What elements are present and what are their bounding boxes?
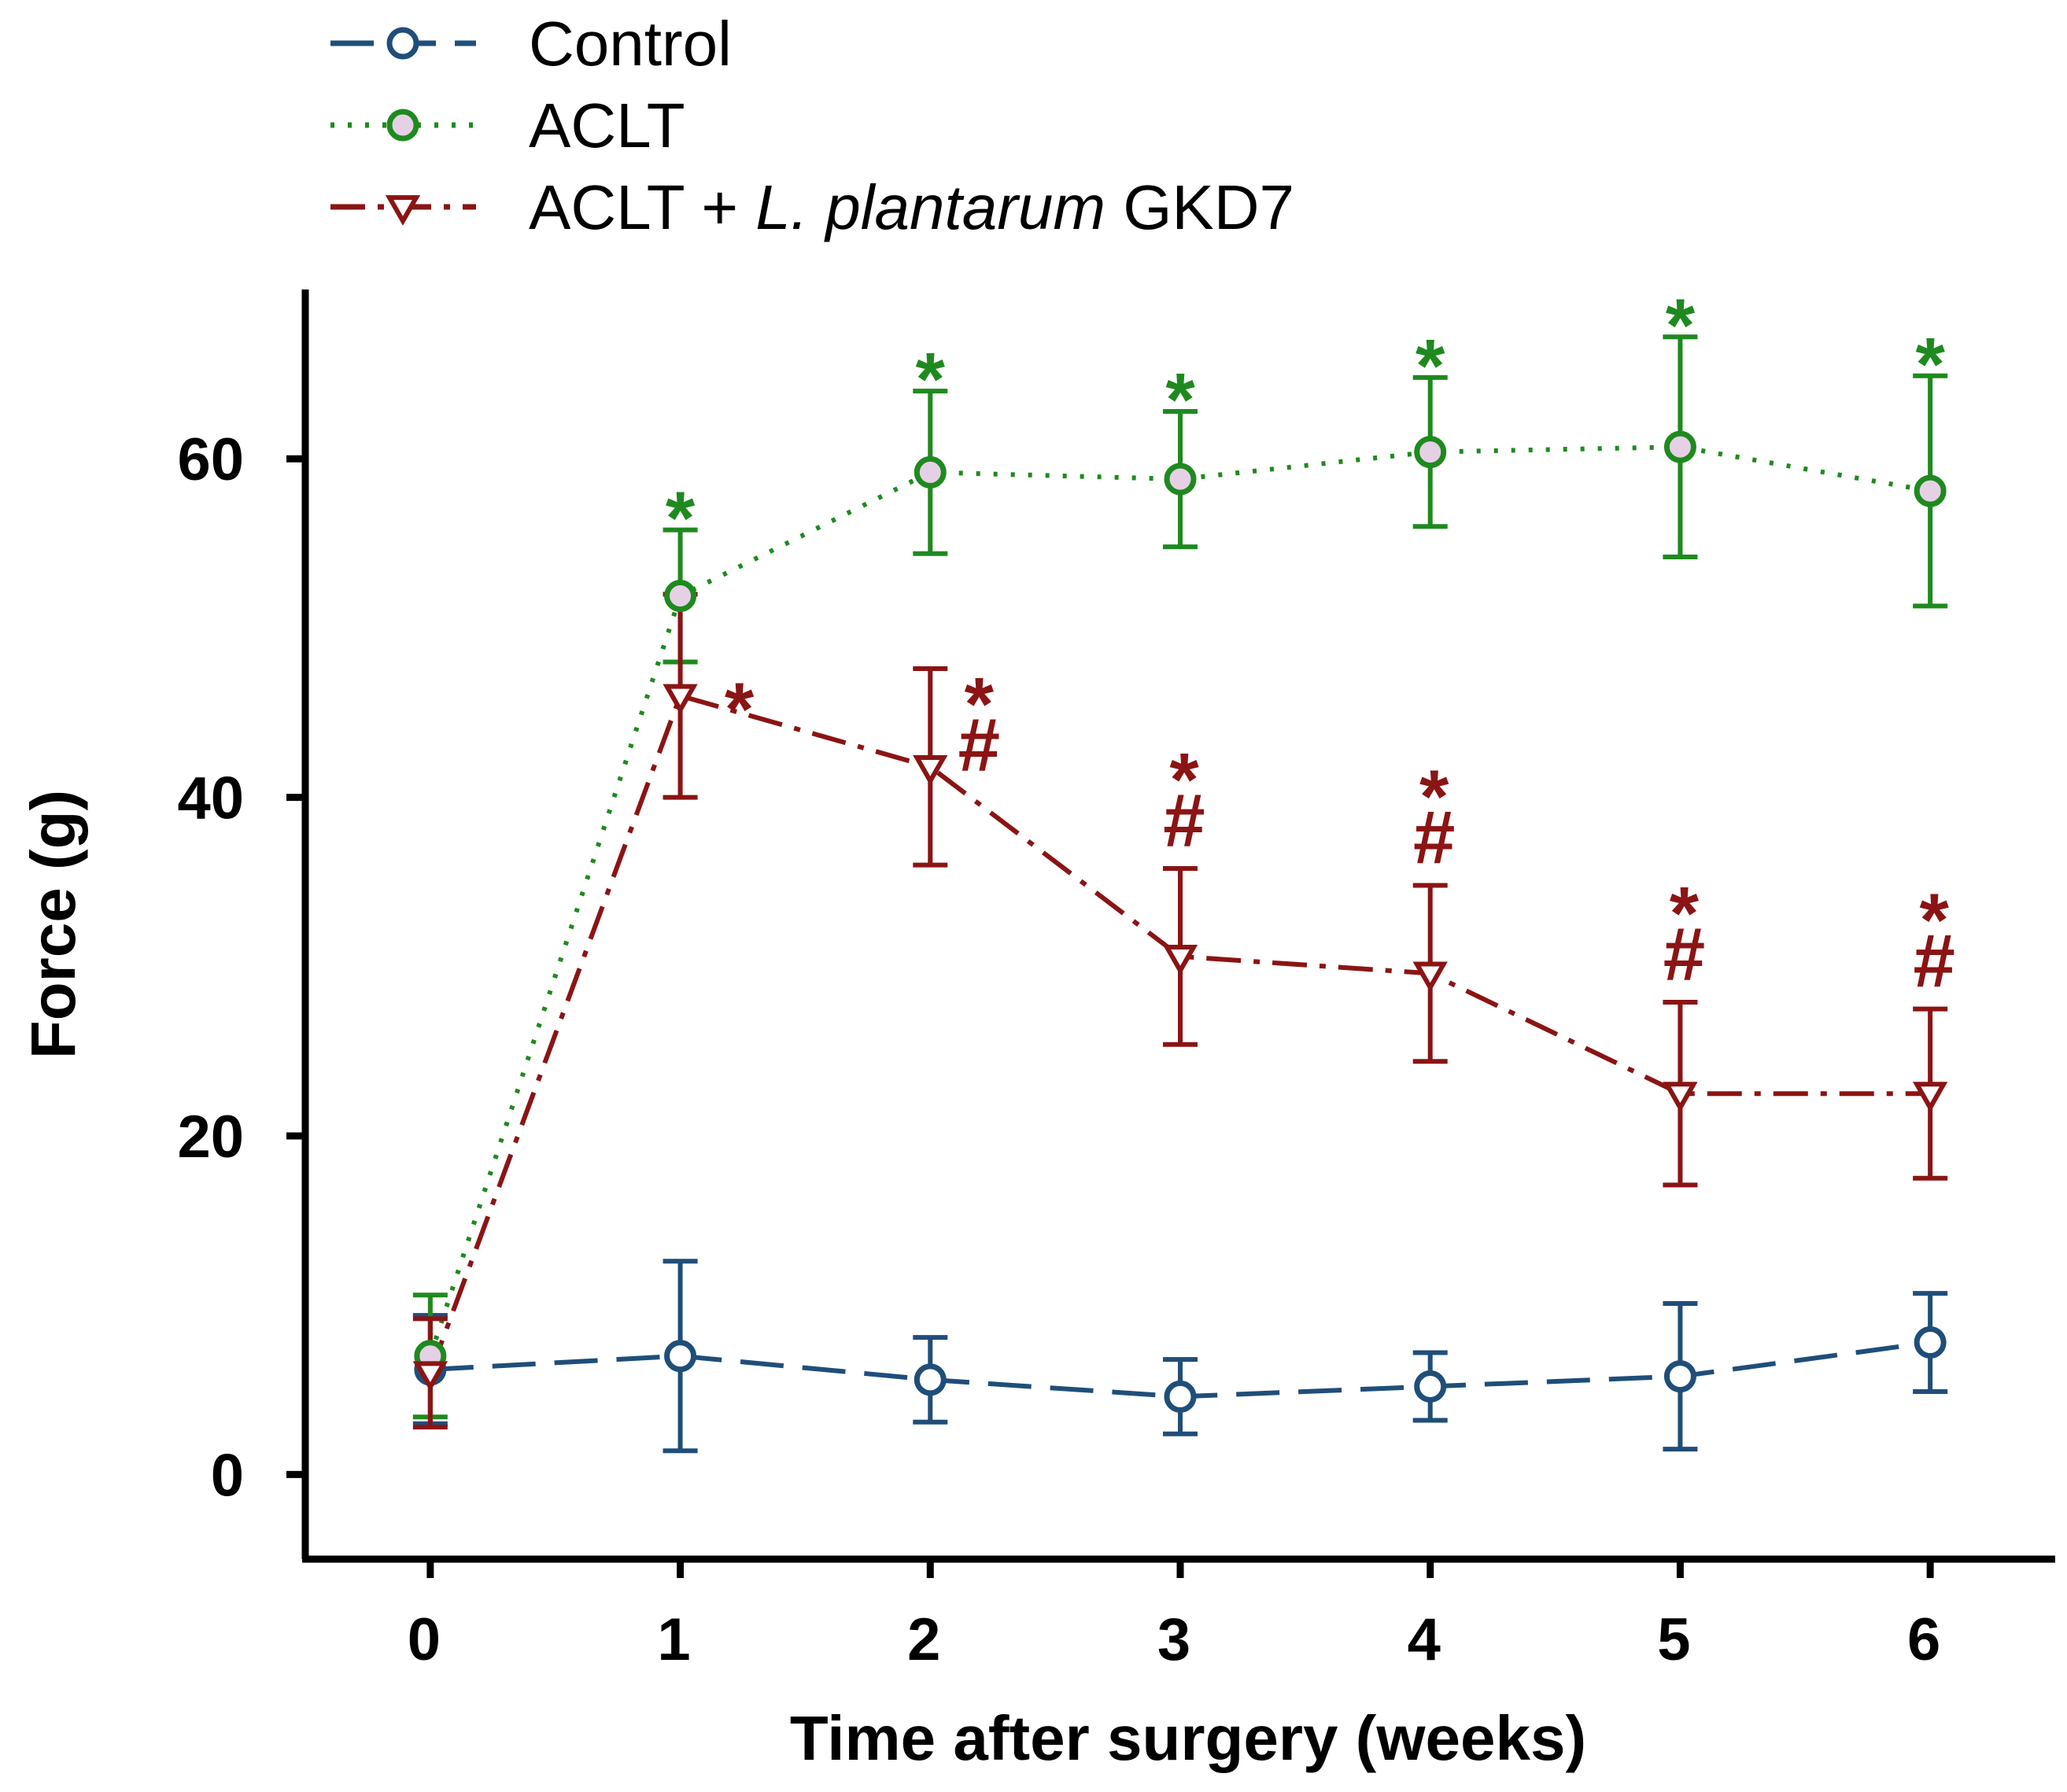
significance-star: * xyxy=(965,662,995,747)
data-point xyxy=(914,1363,947,1396)
significance-hash: # xyxy=(1163,779,1205,863)
y-tick-label: 0 xyxy=(211,1442,244,1509)
x-tick-label: 5 xyxy=(1657,1606,1690,1673)
legend-marker-1 xyxy=(386,109,419,142)
data-point xyxy=(663,684,698,715)
x-tick-label: 2 xyxy=(907,1606,940,1673)
y-tick-label: 60 xyxy=(177,426,244,493)
x-tick-label: 6 xyxy=(1907,1606,1940,1673)
data-point xyxy=(1164,463,1197,496)
significance-star: * xyxy=(1919,879,1949,963)
significance-hash: # xyxy=(1413,796,1455,880)
significance-star: * xyxy=(725,667,755,751)
significance-star: * xyxy=(1670,872,1700,956)
significance-star: * xyxy=(916,337,946,422)
data-point xyxy=(1663,430,1696,463)
significance-star: * xyxy=(1416,324,1445,408)
significance-star: * xyxy=(1915,323,1945,407)
data-point xyxy=(1914,1326,1947,1359)
x-axis-title: Time after surgery (weeks) xyxy=(790,1703,1586,1773)
legend-marker-2 xyxy=(385,195,421,226)
significance-star: * xyxy=(1165,358,1195,442)
data-point xyxy=(1912,1082,1948,1113)
significance-hash: # xyxy=(1913,920,1954,1004)
significance-hash: # xyxy=(1663,913,1705,997)
significance-star: * xyxy=(1666,283,1696,367)
x-tick-label: 1 xyxy=(657,1606,690,1673)
data-point xyxy=(1663,1360,1696,1393)
data-point xyxy=(664,580,697,613)
y-tick-label: 40 xyxy=(177,765,244,832)
legend-marker-0 xyxy=(386,27,419,60)
significance-star: * xyxy=(1419,755,1449,839)
data-point xyxy=(1164,1380,1197,1413)
significance-hash: # xyxy=(958,703,1000,787)
data-point xyxy=(1412,961,1448,993)
axes: Force (g) Time after surgery (weeks) 020… xyxy=(18,289,2055,1773)
data-point xyxy=(1414,436,1447,469)
legend-label-2: ACLT + L. plantarum GKD7 xyxy=(529,172,1294,242)
y-axis-title: Force (g) xyxy=(18,790,88,1059)
data-point xyxy=(913,754,948,786)
legend: Control ACLT ACLT + L. plantarum GKD7 xyxy=(330,9,1294,242)
data-point xyxy=(1414,1370,1447,1403)
x-tick-label: 3 xyxy=(1157,1606,1190,1673)
data-point xyxy=(1162,944,1198,975)
significance-star: * xyxy=(1169,738,1199,822)
significance-star: * xyxy=(666,477,696,561)
plot-area: ** * * * ** #*#*#*#*#* xyxy=(412,283,1955,1454)
data-point xyxy=(1663,1082,1698,1113)
data-point xyxy=(412,1361,448,1392)
x-tick-label: 4 xyxy=(1408,1606,1441,1673)
data-point xyxy=(1914,474,1947,507)
data-point xyxy=(664,1340,697,1373)
x-tick-label: 0 xyxy=(408,1606,441,1673)
legend-label-1: ACLT xyxy=(529,90,685,160)
data-point xyxy=(914,455,947,489)
legend-label-0: Control xyxy=(529,9,732,79)
y-tick-label: 20 xyxy=(177,1104,244,1171)
